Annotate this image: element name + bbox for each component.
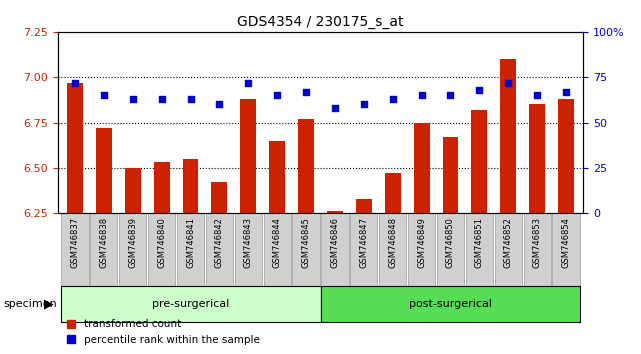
Bar (320, 286, 580, 322)
Point (243, 80, 253, 85)
Bar (529, 104, 545, 213)
Point (445, 92, 456, 98)
Bar (553, 213, 579, 286)
Bar (413, 122, 429, 213)
Bar (408, 213, 435, 286)
Text: GSM746839: GSM746839 (128, 217, 137, 268)
Text: specimen: specimen (3, 299, 57, 309)
Text: GSM746841: GSM746841 (186, 217, 195, 268)
Title: GDS4354 / 230175_s_at: GDS4354 / 230175_s_at (237, 16, 404, 29)
Bar (212, 182, 228, 213)
Point (156, 96, 167, 102)
Bar (119, 213, 146, 286)
Bar (154, 162, 170, 213)
Text: GSM746846: GSM746846 (331, 217, 340, 268)
Bar (183, 159, 199, 213)
Point (388, 96, 398, 102)
Text: GSM746847: GSM746847 (360, 217, 369, 268)
Point (128, 96, 138, 102)
Point (474, 87, 485, 93)
Bar (148, 213, 175, 286)
Text: GSM746850: GSM746850 (446, 217, 455, 268)
Text: GSM746848: GSM746848 (388, 217, 397, 268)
Text: GSM746843: GSM746843 (244, 217, 253, 268)
Point (99, 92, 109, 98)
Text: ▶: ▶ (44, 297, 53, 310)
Bar (177, 213, 204, 286)
Bar (240, 99, 256, 213)
Point (185, 96, 196, 102)
Bar (466, 213, 493, 286)
Bar (495, 213, 522, 286)
Bar (269, 141, 285, 213)
Bar (321, 213, 349, 286)
Text: GSM746842: GSM746842 (215, 217, 224, 268)
Bar (350, 213, 378, 286)
Bar (558, 99, 574, 213)
Point (417, 92, 427, 98)
Bar (327, 211, 343, 213)
Bar (379, 213, 406, 286)
Bar (524, 213, 551, 286)
Bar (437, 213, 464, 286)
Bar (61, 286, 320, 322)
Bar (125, 168, 141, 213)
Text: GSM746840: GSM746840 (157, 217, 166, 268)
Point (532, 92, 542, 98)
Point (272, 92, 282, 98)
Bar (62, 213, 88, 286)
Bar (385, 173, 401, 213)
Text: GSM746853: GSM746853 (533, 217, 542, 268)
Legend: transformed count, percentile rank within the sample: transformed count, percentile rank withi… (63, 315, 264, 349)
Point (70, 80, 80, 85)
Point (561, 89, 571, 95)
Bar (442, 137, 458, 213)
Text: GSM746837: GSM746837 (71, 217, 79, 268)
Bar (96, 128, 112, 213)
Point (359, 102, 369, 107)
Text: GSM746851: GSM746851 (475, 217, 484, 268)
Text: GSM746845: GSM746845 (301, 217, 310, 268)
Bar (235, 213, 262, 286)
Bar (471, 110, 487, 213)
Bar (356, 199, 372, 213)
Text: GSM746838: GSM746838 (99, 217, 108, 268)
Text: GSM746849: GSM746849 (417, 217, 426, 268)
Point (330, 105, 340, 111)
Bar (67, 83, 83, 213)
Text: GSM746844: GSM746844 (272, 217, 281, 268)
Text: pre-surgerical: pre-surgerical (152, 299, 229, 309)
Bar (206, 213, 233, 286)
Bar (292, 213, 320, 286)
Bar (263, 213, 291, 286)
Bar (298, 119, 314, 213)
Text: GSM746852: GSM746852 (504, 217, 513, 268)
Text: post-surgerical: post-surgerical (409, 299, 492, 309)
Point (301, 89, 311, 95)
Point (214, 102, 224, 107)
Bar (90, 213, 117, 286)
Bar (500, 59, 516, 213)
Point (503, 80, 513, 85)
Text: GSM746854: GSM746854 (562, 217, 570, 268)
